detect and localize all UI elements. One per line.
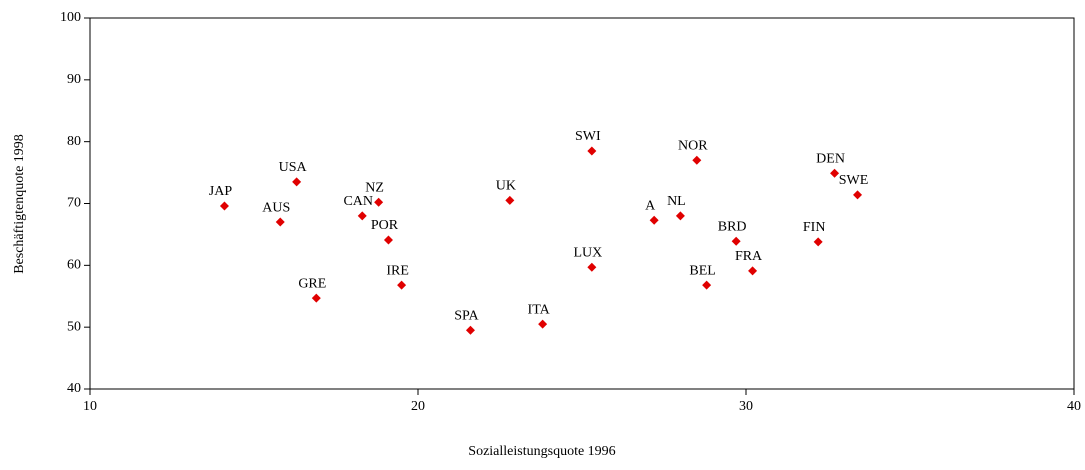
point [649, 215, 659, 225]
point [731, 236, 741, 246]
point-label: SPA [454, 308, 479, 323]
plot-frame [89, 17, 1075, 390]
point [675, 211, 685, 221]
point-label: POR [371, 218, 399, 233]
point [830, 168, 840, 178]
y-tick-label: 100 [60, 10, 81, 25]
point-label: ITA [528, 302, 551, 317]
point-label: A [645, 198, 656, 213]
x-tick-label: 30 [739, 399, 753, 414]
x-axis-label: Sozialleistungsquote 1996 [468, 444, 615, 459]
x-tick-label: 40 [1067, 399, 1081, 414]
point [383, 235, 393, 245]
point-label: SWI [575, 129, 601, 144]
point [692, 155, 702, 165]
point-label: BEL [689, 263, 715, 278]
point-label: LUX [573, 245, 602, 260]
point [748, 266, 758, 276]
y-tick-label: 40 [67, 381, 81, 396]
point [465, 325, 475, 335]
y-tick-label: 90 [67, 72, 81, 87]
point-label: CAN [343, 194, 373, 209]
x-tick-label: 10 [83, 399, 97, 414]
point-label: NL [667, 194, 686, 209]
y-tick-label: 70 [67, 196, 81, 211]
point [813, 237, 823, 247]
point [397, 280, 407, 290]
point-label: NOR [678, 138, 708, 153]
point [311, 293, 321, 303]
point [538, 319, 548, 329]
point-label: FIN [803, 220, 826, 235]
x-tick-label: 20 [411, 399, 425, 414]
point-label: NZ [365, 180, 384, 195]
point [292, 177, 302, 187]
point-label: BRD [718, 219, 747, 234]
point [275, 217, 285, 227]
y-tick-label: 80 [67, 134, 81, 149]
point-label: JAP [209, 184, 233, 199]
point [587, 146, 597, 156]
point-label: UK [496, 179, 516, 194]
point-label: AUS [262, 200, 290, 215]
point-label: USA [279, 160, 308, 175]
point [505, 195, 515, 205]
point [357, 211, 367, 221]
y-tick-label: 50 [67, 319, 81, 334]
point-label: GRE [298, 276, 326, 291]
point [853, 190, 863, 200]
point-label: IRE [386, 263, 409, 278]
y-tick-label: 60 [67, 258, 81, 273]
point-label: SWE [839, 173, 869, 188]
point [374, 197, 384, 207]
y-axis-label: Beschäftigtenquote 1998 [12, 134, 27, 274]
point [587, 262, 597, 272]
point-label: DEN [816, 151, 845, 166]
point [219, 201, 229, 211]
point-label: FRA [735, 249, 763, 264]
point [702, 280, 712, 290]
